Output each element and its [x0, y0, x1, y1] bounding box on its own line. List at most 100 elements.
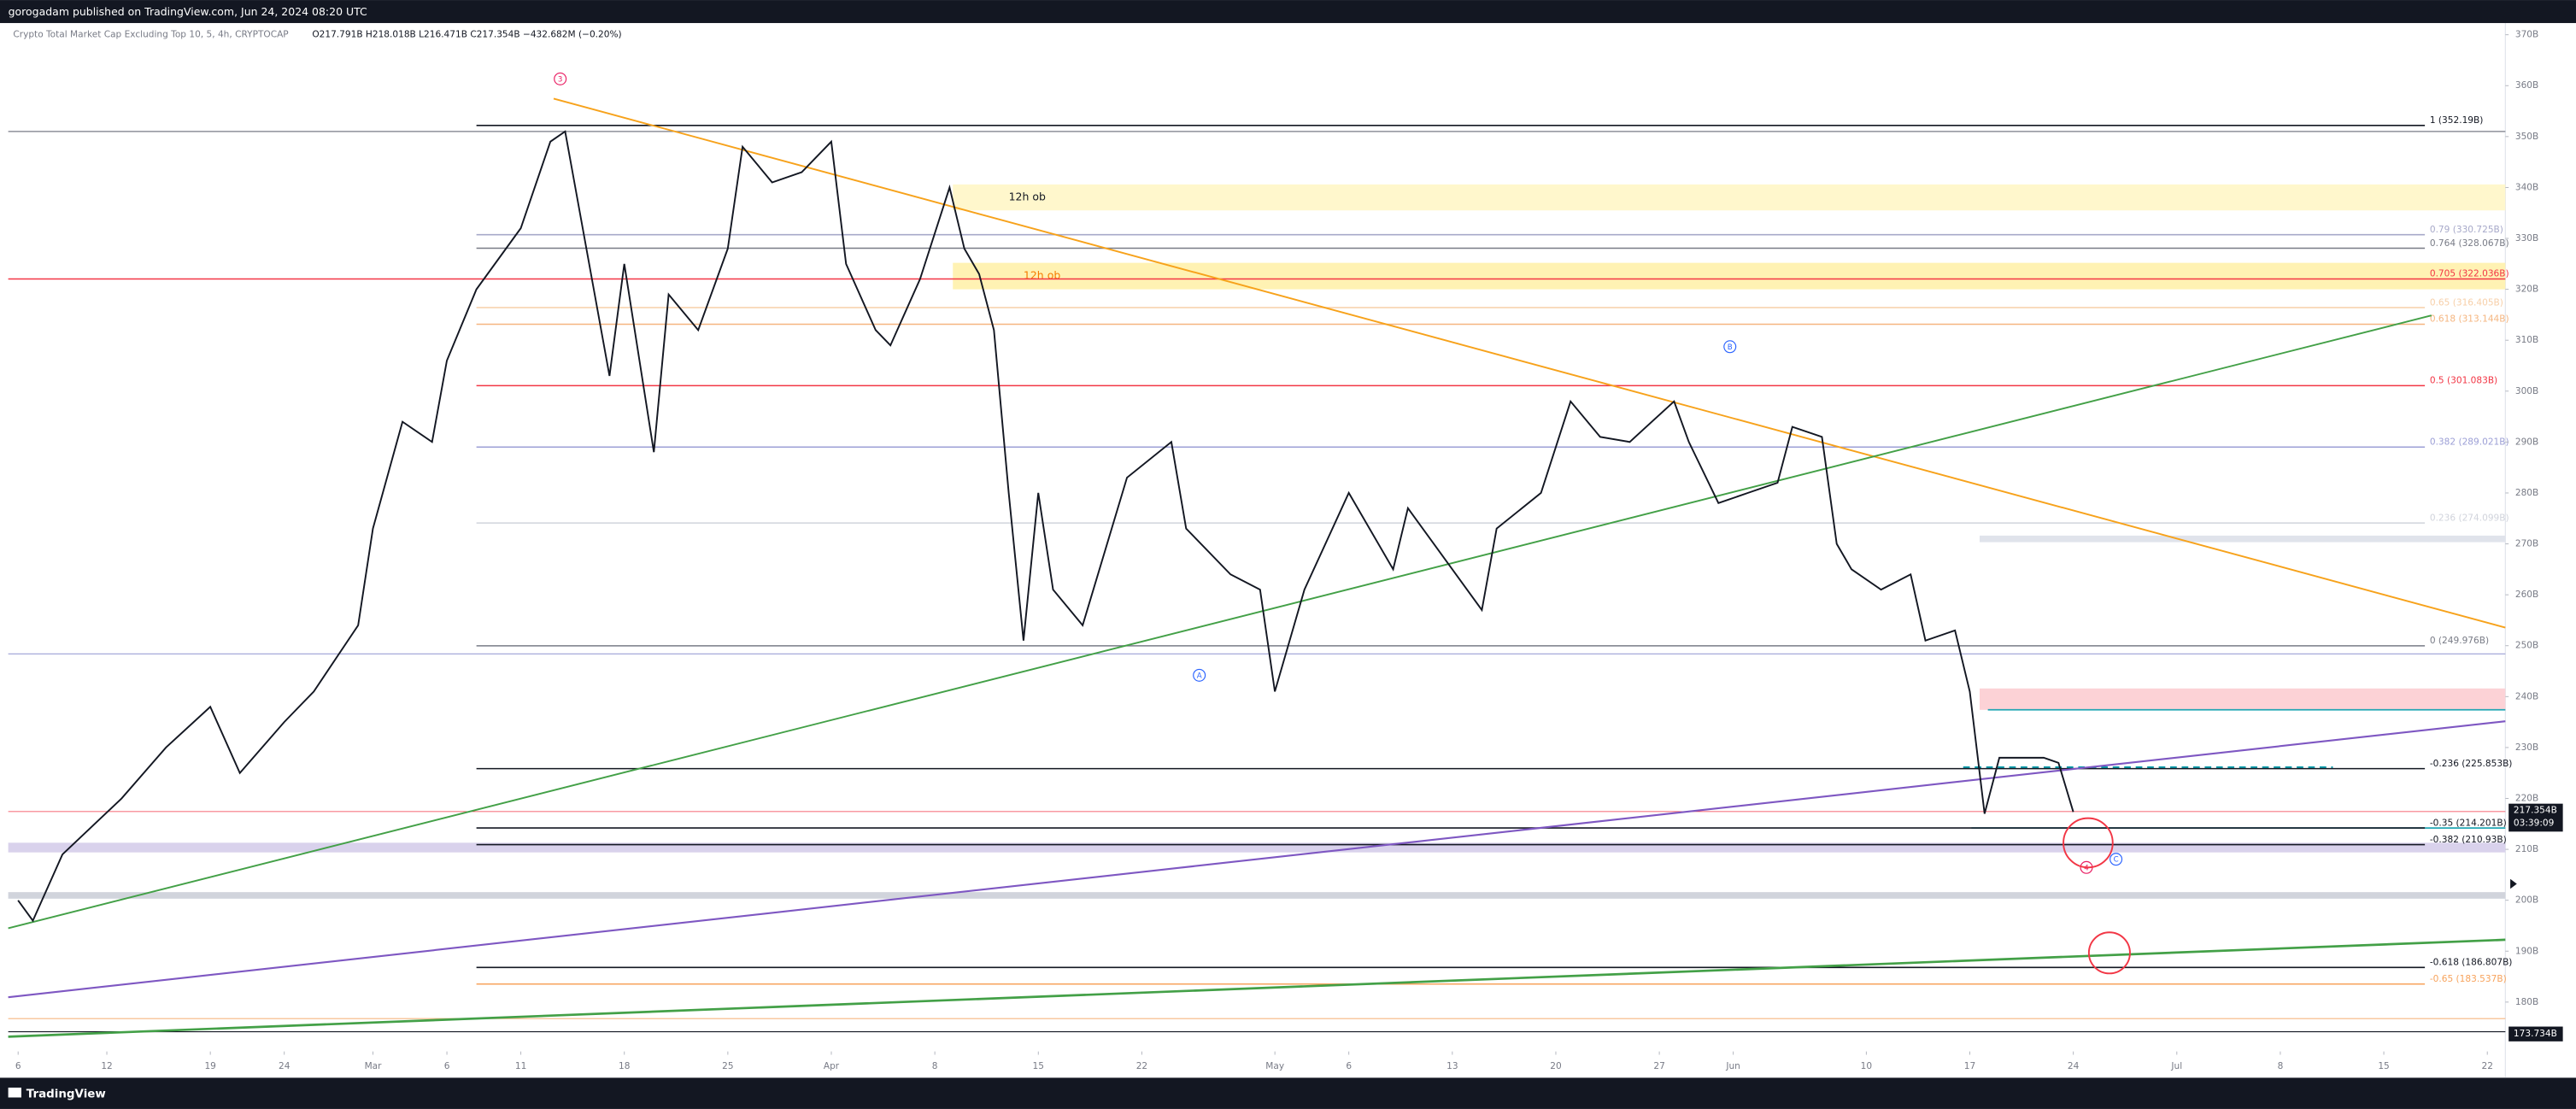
- fib-label: 0.382 (289.021B): [2430, 437, 2509, 447]
- y-tick-label: 180B: [2515, 997, 2538, 1007]
- fib-label: 0.236 (274.099B): [2430, 513, 2509, 523]
- wave-label: B: [1728, 343, 1733, 352]
- countdown: 03:39:09: [2514, 819, 2554, 829]
- fib-label: -0.382 (210.93B): [2430, 835, 2507, 845]
- fib-label: 0.705 (322.036B): [2430, 269, 2509, 279]
- y-tick-label: 280B: [2515, 488, 2538, 498]
- band: [8, 892, 2506, 899]
- wave-marker: [554, 72, 567, 85]
- y-tick-label: 240B: [2515, 691, 2538, 701]
- wave-label: A: [1197, 672, 1202, 680]
- fib-label: -0.236 (225.853B): [2430, 759, 2513, 769]
- y-tick-label: 320B: [2515, 285, 2538, 295]
- price-line: [17, 130, 2074, 923]
- y-tick-label: 230B: [2515, 742, 2538, 753]
- plot: 12h ob 12h ob 1 (352.19B) 0.79 (330.725B) 0.…: [8, 30, 2563, 1071]
- x-tick-label: 12: [101, 1061, 112, 1071]
- fib-label: 1 (352.19B): [2430, 115, 2484, 126]
- wave-marker: [1193, 668, 1206, 682]
- band: [1980, 535, 2506, 543]
- y-tick-label: 200B: [2515, 895, 2538, 906]
- x-tick-label: 11: [515, 1061, 526, 1071]
- zone: [953, 184, 2506, 211]
- top-bar: [0, 0, 2576, 23]
- fib-label: 0.65 (316.405B): [2430, 297, 2503, 308]
- wave-label: 3: [558, 75, 562, 84]
- x-tick-label: 20: [1550, 1061, 1562, 1071]
- x-tick-label: 22: [2481, 1061, 2492, 1071]
- x-tick-label: 8: [932, 1061, 938, 1071]
- y-tick-label: 340B: [2515, 182, 2538, 192]
- x-tick-label: 18: [619, 1061, 630, 1071]
- x-tick-label: Jul: [2170, 1061, 2182, 1071]
- zone: [8, 842, 2506, 853]
- y-tick-label: 270B: [2515, 539, 2538, 549]
- wave-label: C: [2114, 856, 2119, 865]
- wave-marker: [1723, 340, 1737, 354]
- fib-label: 0.5 (301.083B): [2430, 376, 2497, 386]
- chart-title: Crypto Total Market Cap Excluding Top 10…: [13, 29, 289, 39]
- x-tick-label: 25: [722, 1061, 733, 1071]
- x-tick-label: 15: [2378, 1061, 2389, 1071]
- wave-marker: [2110, 853, 2123, 866]
- x-tick-label: 13: [1446, 1061, 1458, 1071]
- trend-line: [8, 314, 2432, 930]
- logo: TradingView: [26, 1088, 106, 1101]
- target-circle: [2063, 817, 2114, 869]
- y-tick-label: 310B: [2515, 335, 2538, 345]
- zone: [1980, 688, 2506, 710]
- fib-label: -0.618 (186.807B): [2430, 958, 2513, 968]
- x-tick-label: 15: [1033, 1061, 1044, 1071]
- x-tick-label: 6: [444, 1061, 450, 1071]
- last-price-tag: [2509, 803, 2563, 832]
- trend-line: [553, 97, 2506, 629]
- zone: [953, 262, 2506, 290]
- y-tick-label: 300B: [2515, 386, 2538, 396]
- y-tick-label: 250B: [2515, 641, 2538, 651]
- trend-line: [8, 720, 2506, 999]
- fib-label: 0.764 (328.067B): [2430, 238, 2509, 249]
- fib-label: -0.65 (183.537B): [2430, 974, 2507, 984]
- x-tick-label: 6: [15, 1061, 21, 1071]
- x-tick-label: 17: [1964, 1061, 1975, 1071]
- fib-label: 0 (249.976B): [2430, 636, 2489, 646]
- x-tick-label: Apr: [824, 1061, 840, 1071]
- y-tick-label: 290B: [2515, 437, 2538, 447]
- wave-label: 4: [2084, 864, 2089, 872]
- y-tick-label: 260B: [2515, 590, 2538, 600]
- x-tick-label: Mar: [365, 1061, 383, 1071]
- x-tick-label: 10: [1861, 1061, 1873, 1071]
- ohlc: O217.791B H218.018B L216.471B C217.354B …: [312, 29, 621, 39]
- x-tick-label: 24: [2068, 1061, 2080, 1071]
- y-tick-label: 190B: [2515, 946, 2538, 956]
- x-tick-label: 24: [279, 1061, 290, 1071]
- y-tick-label: 370B: [2515, 30, 2538, 40]
- low-tag: [2509, 1026, 2563, 1042]
- scroll-arrow: [2510, 878, 2517, 889]
- y-tick-label: 350B: [2515, 132, 2538, 142]
- fib-label: -0.35 (214.201B): [2430, 818, 2507, 828]
- x-tick-label: 19: [204, 1061, 215, 1071]
- fib-label: 0.79 (330.725B): [2430, 225, 2503, 235]
- x-tick-label: 22: [1136, 1061, 1147, 1071]
- y-tick-label: 220B: [2515, 794, 2538, 804]
- zone-label: 12h ob: [1024, 269, 1060, 282]
- logo-icon: [8, 1087, 21, 1098]
- bottom-bar: [0, 1077, 2576, 1109]
- y-tick-label: 210B: [2515, 844, 2538, 854]
- low-label: 173.734B: [2514, 1029, 2557, 1039]
- x-tick-label: 6: [1346, 1061, 1352, 1071]
- x-tick-label: Jun: [1725, 1061, 1740, 1071]
- x-tick-label: 8: [2278, 1061, 2284, 1071]
- y-tick-label: 360B: [2515, 80, 2538, 91]
- x-tick-label: 27: [1653, 1061, 1664, 1071]
- y-tick-label: 330B: [2515, 233, 2538, 244]
- fib-label: 0.618 (313.144B): [2430, 314, 2509, 325]
- x-tick-label: May: [1265, 1061, 1284, 1071]
- zone-label: 12h ob: [1009, 191, 1046, 203]
- last-price-label: 217.354B: [2514, 805, 2557, 815]
- target-circle: [2087, 931, 2131, 975]
